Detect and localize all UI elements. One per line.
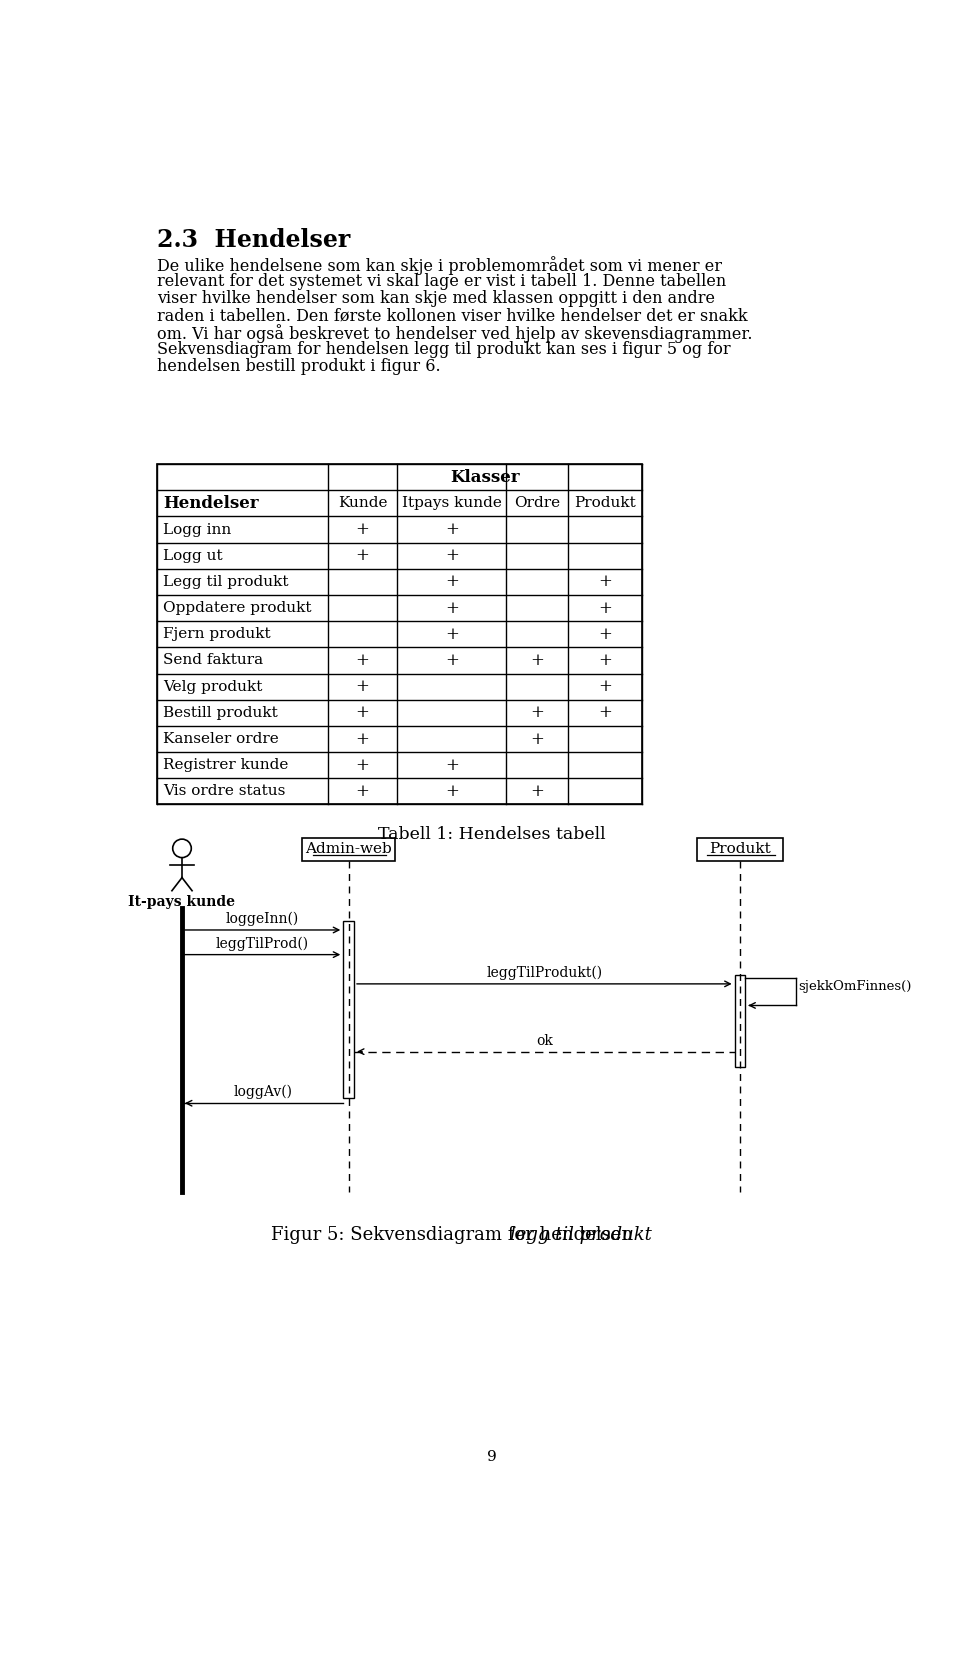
- Text: Vis ordre status: Vis ordre status: [163, 784, 286, 799]
- Text: +: +: [530, 782, 544, 801]
- Text: 9: 9: [487, 1449, 497, 1464]
- Text: +: +: [444, 625, 459, 643]
- Text: Legg til produkt: Legg til produkt: [163, 576, 289, 589]
- Text: It-pays kunde: It-pays kunde: [129, 895, 235, 910]
- Text: 2.3  Hendelser: 2.3 Hendelser: [157, 228, 350, 251]
- Text: Itpays kunde: Itpays kunde: [402, 496, 502, 511]
- Text: +: +: [444, 782, 459, 801]
- Text: +: +: [444, 521, 459, 538]
- Text: +: +: [598, 652, 612, 668]
- Text: Oppdatere produkt: Oppdatere produkt: [163, 600, 312, 615]
- Text: Figur 5: Sekvensdiagram for hendelsen: Figur 5: Sekvensdiagram for hendelsen: [271, 1226, 639, 1244]
- Text: loggeInn(): loggeInn(): [226, 911, 300, 926]
- Text: Sekvensdiagram for hendelsen legg til produkt kan ses i figur 5 og for: Sekvensdiagram for hendelsen legg til pr…: [157, 341, 731, 357]
- Text: +: +: [355, 782, 370, 801]
- Text: +: +: [530, 705, 544, 721]
- Text: Hendelser: Hendelser: [163, 495, 259, 511]
- Bar: [157, 465, 641, 804]
- Text: loggAv(): loggAv(): [233, 1085, 292, 1100]
- Text: +: +: [444, 756, 459, 774]
- Text: +: +: [355, 652, 370, 668]
- Text: +: +: [530, 652, 544, 668]
- Text: Send faktura: Send faktura: [163, 653, 264, 668]
- Text: +: +: [444, 574, 459, 590]
- Text: legg til produkt: legg til produkt: [510, 1226, 652, 1244]
- Text: Registrer kunde: Registrer kunde: [163, 758, 289, 772]
- Text: +: +: [598, 600, 612, 617]
- Text: Produkt: Produkt: [709, 842, 771, 857]
- Text: +: +: [530, 731, 544, 748]
- Bar: [302, 837, 396, 860]
- Text: +: +: [444, 600, 459, 617]
- Text: hendelsen bestill produkt i figur 6.: hendelsen bestill produkt i figur 6.: [157, 357, 441, 375]
- Text: +: +: [444, 547, 459, 564]
- Text: Velg produkt: Velg produkt: [163, 680, 263, 693]
- Text: +: +: [598, 678, 612, 695]
- Bar: [344, 921, 354, 1098]
- Text: Kanseler ordre: Kanseler ordre: [163, 733, 279, 746]
- Text: De ulike hendelsene som kan skje i problemområdet som vi mener er: De ulike hendelsene som kan skje i probl…: [157, 256, 722, 275]
- Bar: [734, 974, 745, 1067]
- Text: Ordre: Ordre: [514, 496, 560, 511]
- Text: +: +: [355, 547, 370, 564]
- Text: +: +: [355, 678, 370, 695]
- Text: +: +: [598, 705, 612, 721]
- Text: Logg ut: Logg ut: [163, 549, 223, 562]
- Text: Tabell 1: Hendelses tabell: Tabell 1: Hendelses tabell: [378, 825, 606, 844]
- Text: +: +: [355, 705, 370, 721]
- Text: Admin-web: Admin-web: [305, 842, 392, 857]
- Text: viser hvilke hendelser som kan skje med klassen oppgitt i den andre: viser hvilke hendelser som kan skje med …: [157, 289, 715, 308]
- Text: Klasser: Klasser: [450, 468, 519, 486]
- Text: relevant for det systemet vi skal lage er vist i tabell 1. Denne tabellen: relevant for det systemet vi skal lage e…: [157, 273, 727, 289]
- Text: +: +: [444, 652, 459, 668]
- Text: leggTilProdukt(): leggTilProdukt(): [487, 966, 602, 981]
- Bar: [697, 837, 782, 860]
- Text: Fjern produkt: Fjern produkt: [163, 627, 271, 642]
- Text: Produkt: Produkt: [574, 496, 636, 511]
- Text: +: +: [355, 731, 370, 748]
- Text: +: +: [598, 574, 612, 590]
- Text: Bestill produkt: Bestill produkt: [163, 706, 278, 719]
- Text: +: +: [355, 521, 370, 538]
- Text: ok: ok: [536, 1034, 553, 1047]
- Text: sjekkOmFinnes(): sjekkOmFinnes(): [798, 981, 911, 992]
- Text: +: +: [598, 625, 612, 643]
- Text: leggTilProd(): leggTilProd(): [216, 936, 309, 951]
- Text: raden i tabellen. Den første kollonen viser hvilke hendelser det er snakk: raden i tabellen. Den første kollonen vi…: [157, 308, 748, 324]
- Text: om. Vi har også beskrevet to hendelser ved hjelp av skevensdiagrammer.: om. Vi har også beskrevet to hendelser v…: [157, 324, 753, 342]
- Text: Kunde: Kunde: [338, 496, 387, 511]
- Text: +: +: [355, 756, 370, 774]
- Text: Logg inn: Logg inn: [163, 523, 231, 536]
